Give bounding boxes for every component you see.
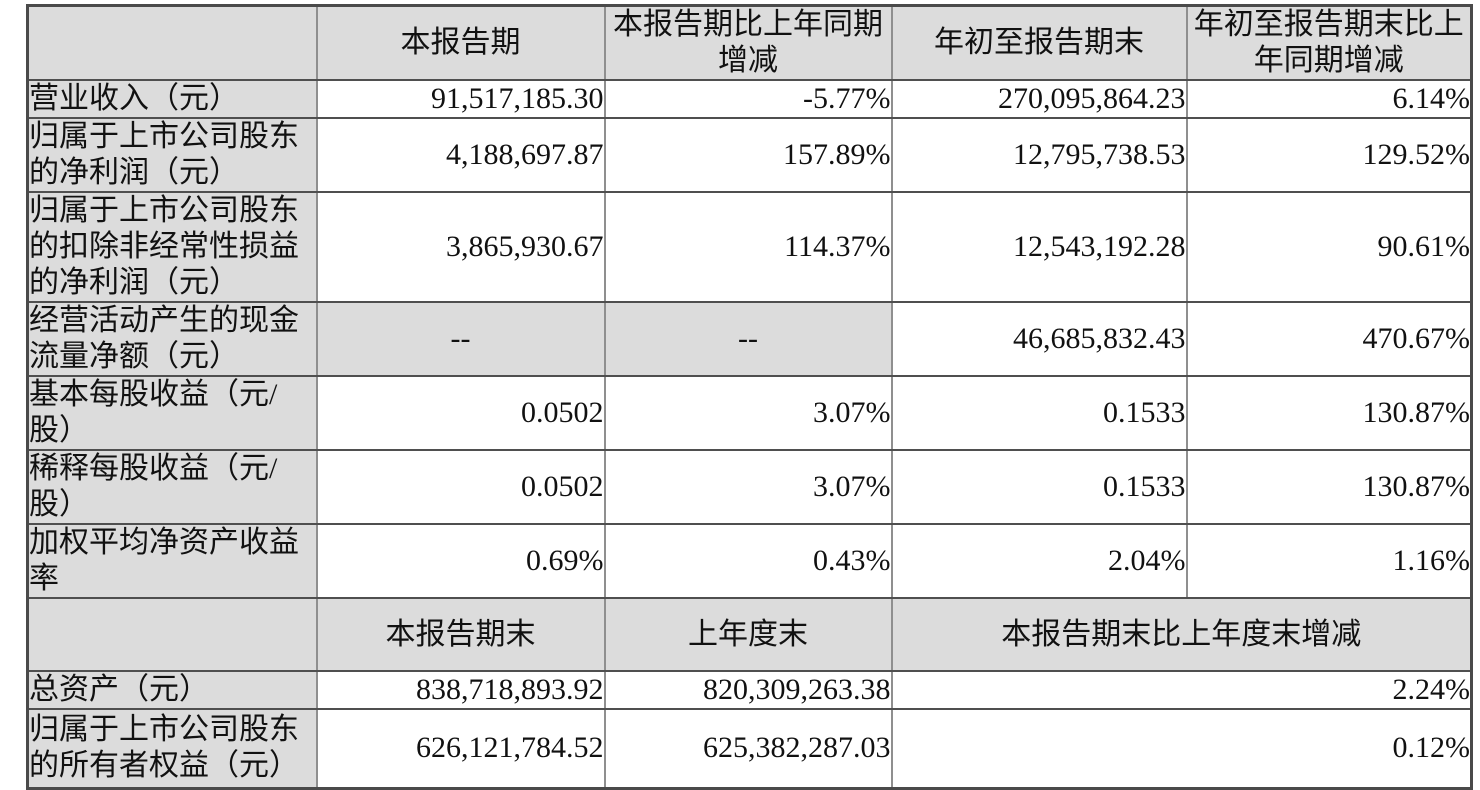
cell-current: 3,865,930.67 [315,191,606,303]
cell-yoy: 114.37% [603,191,893,303]
cell-change: 0.12% [890,708,1473,789]
row-label: 加权平均净资产收益 率 [26,523,318,599]
row-label: 营业收入（元） [26,79,318,119]
cell-yoy: 157.89% [603,117,893,193]
cell-ytd-yoy: 129.52% [1185,117,1473,193]
cell-prior-year-end: 820,309,263.38 [603,670,893,710]
row-label: 总资产（元） [26,670,318,710]
cell-ytd-yoy: 130.87% [1185,449,1473,525]
cell-current-end: 626,121,784.52 [315,708,606,789]
row-label: 基本每股收益（元/ 股） [26,375,318,451]
cell-ytd: 2.04% [890,523,1188,599]
cell-current-end: 838,718,893.92 [315,670,606,710]
cell-prior-year-end: 625,382,287.03 [603,708,893,789]
cell-current: 91,517,185.30 [315,79,606,119]
header-prior-year-end: 上年度末 [603,597,893,672]
corner-cell [26,4,318,81]
section1-header-row: 本报告期 本报告期比上年同期 增减 年初至报告期末 年初至报告期末比上 年同期增… [26,4,1473,81]
financial-summary-table-wrap: 本报告期 本报告期比上年同期 增减 年初至报告期末 年初至报告期末比上 年同期增… [26,4,1473,790]
corner-cell [26,597,318,672]
row-label: 归属于上市公司股东 的净利润（元） [26,117,318,193]
row-net-profit: 归属于上市公司股东 的净利润（元） 4,188,697.87 157.89% 1… [26,117,1473,193]
row-operating-revenue: 营业收入（元） 91,517,185.30 -5.77% 270,095,864… [26,79,1473,119]
header-yoy-change: 本报告期比上年同期 增减 [603,4,893,81]
cell-yoy: 3.07% [603,375,893,451]
row-label: 稀释每股收益（元/ 股） [26,449,318,525]
cell-yoy: 3.07% [603,449,893,525]
cell-current-na: -- [315,301,606,377]
cell-ytd-yoy: 470.67% [1185,301,1473,377]
row-basic-eps: 基本每股收益（元/ 股） 0.0502 3.07% 0.1533 130.87% [26,375,1473,451]
row-weighted-avg-roe: 加权平均净资产收益 率 0.69% 0.43% 2.04% 1.16% [26,523,1473,599]
cell-ytd-yoy: 130.87% [1185,375,1473,451]
cell-current: 4,188,697.87 [315,117,606,193]
row-equity-attributable: 归属于上市公司股东 的所有者权益（元） 626,121,784.52 625,3… [26,708,1473,789]
row-operating-cash-flow: 经营活动产生的现金 流量净额（元） -- -- 46,685,832.43 47… [26,301,1473,377]
cell-yoy: 0.43% [603,523,893,599]
header-ytd-yoy-change: 年初至报告期末比上 年同期增减 [1185,4,1473,81]
row-diluted-eps: 稀释每股收益（元/ 股） 0.0502 3.07% 0.1533 130.87% [26,449,1473,525]
cell-ytd: 46,685,832.43 [890,301,1188,377]
cell-ytd: 270,095,864.23 [890,79,1188,119]
section2-header-row: 本报告期末 上年度末 本报告期末比上年度末增减 [26,597,1473,672]
cell-ytd: 12,795,738.53 [890,117,1188,193]
cell-change: 2.24% [890,670,1473,710]
cell-current: 0.69% [315,523,606,599]
header-current-period: 本报告期 [315,4,606,81]
cell-ytd: 12,543,192.28 [890,191,1188,303]
cell-yoy: -5.77% [603,79,893,119]
header-ytd: 年初至报告期末 [890,4,1188,81]
cell-ytd-yoy: 90.61% [1185,191,1473,303]
header-current-period-end: 本报告期末 [315,597,606,672]
cell-ytd-yoy: 1.16% [1185,523,1473,599]
cell-ytd: 0.1533 [890,375,1188,451]
cell-current: 0.0502 [315,375,606,451]
cell-yoy-na: -- [603,301,893,377]
row-total-assets: 总资产（元） 838,718,893.92 820,309,263.38 2.2… [26,670,1473,710]
row-label: 经营活动产生的现金 流量净额（元） [26,301,318,377]
financial-summary-table: 本报告期 本报告期比上年同期 增减 年初至报告期末 年初至报告期末比上 年同期增… [26,4,1473,790]
row-label: 归属于上市公司股东 的扣除非经常性损益 的净利润（元） [26,191,318,303]
header-end-vs-prior-year-change: 本报告期末比上年度末增减 [890,597,1473,672]
cell-current: 0.0502 [315,449,606,525]
row-net-profit-excl-nonrecurring: 归属于上市公司股东 的扣除非经常性损益 的净利润（元） 3,865,930.67… [26,191,1473,303]
row-label: 归属于上市公司股东 的所有者权益（元） [26,708,318,789]
cell-ytd: 0.1533 [890,449,1188,525]
cell-ytd-yoy: 6.14% [1185,79,1473,119]
